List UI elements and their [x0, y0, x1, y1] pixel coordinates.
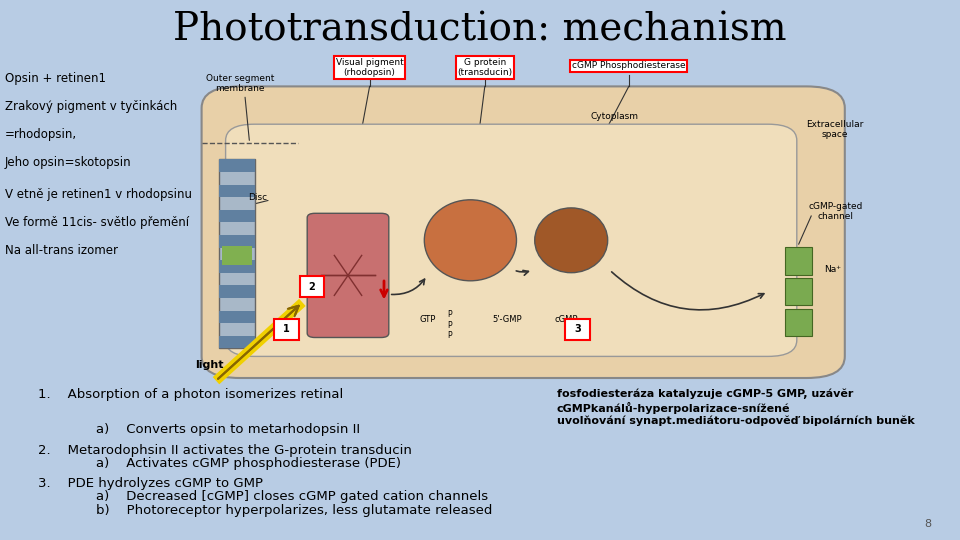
Text: Outer segment
membrane: Outer segment membrane: [205, 74, 275, 93]
Text: Na⁺: Na⁺: [824, 266, 841, 274]
Text: fosfodiesteráza katalyzuje cGMP-5 GMP, uzávěr: fosfodiesteráza katalyzuje cGMP-5 GMP, u…: [557, 389, 853, 400]
Text: Extracellular
space: Extracellular space: [806, 120, 864, 139]
Text: 1.    Absorption of a photon isomerizes retinal: 1. Absorption of a photon isomerizes ret…: [38, 388, 344, 401]
Text: V etně je retinen1 v rhodopsinu: V etně je retinen1 v rhodopsinu: [5, 188, 192, 201]
Text: cGMPkanálů-hyperpolarizace-snížené: cGMPkanálů-hyperpolarizace-snížené: [557, 402, 790, 414]
Bar: [785, 247, 812, 275]
Bar: [785, 308, 812, 336]
Bar: [300, 276, 324, 297]
FancyBboxPatch shape: [226, 124, 797, 356]
Bar: [219, 285, 255, 298]
Text: P
P
P: P P P: [447, 310, 451, 340]
Text: b)    Photoreceptor hyperpolarizes, less glutamate released: b) Photoreceptor hyperpolarizes, less gl…: [96, 504, 492, 517]
Text: 8: 8: [924, 519, 931, 529]
Text: 1: 1: [282, 325, 290, 334]
Text: a)    Decreased [cGMP] closes cGMP gated cation channels: a) Decreased [cGMP] closes cGMP gated ca…: [96, 490, 488, 503]
Bar: [219, 235, 255, 247]
Text: light: light: [195, 360, 224, 369]
Text: Ve formě 11cis- světlo přemění: Ve formě 11cis- světlo přemění: [5, 216, 189, 229]
Text: cGMP Phosphodiesterase: cGMP Phosphodiesterase: [572, 62, 685, 70]
Bar: [219, 159, 255, 348]
Text: a)    Converts opsin to metarhodopsin II: a) Converts opsin to metarhodopsin II: [96, 423, 360, 436]
Text: Cytoplasm: Cytoplasm: [590, 112, 638, 120]
Bar: [219, 310, 255, 323]
Text: G protein
(transducin): G protein (transducin): [457, 58, 513, 77]
Text: 3: 3: [574, 325, 582, 334]
Text: 3.    PDE hydrolyzes cGMP to GMP: 3. PDE hydrolyzes cGMP to GMP: [38, 477, 263, 490]
Text: cGMP-gated
channel: cGMP-gated channel: [808, 202, 862, 221]
Text: Disc: Disc: [248, 193, 267, 201]
Text: a)    Activates cGMP phosphodiesterase (PDE): a) Activates cGMP phosphodiesterase (PDE…: [96, 457, 401, 470]
Bar: [219, 159, 255, 172]
Text: cGMP: cGMP: [555, 315, 578, 324]
Text: GTP: GTP: [419, 315, 436, 324]
Ellipse shape: [535, 208, 608, 273]
Text: =rhodopsin,: =rhodopsin,: [5, 128, 77, 141]
Bar: [219, 336, 255, 348]
Bar: [219, 185, 255, 197]
Bar: [222, 246, 252, 265]
Text: 5'-GMP: 5'-GMP: [492, 315, 521, 324]
Text: Opsin + retinen1: Opsin + retinen1: [5, 72, 106, 85]
Text: Phototransduction: mechanism: Phototransduction: mechanism: [173, 11, 787, 48]
Text: Zrakový pigment v tyčinkách: Zrakový pigment v tyčinkách: [5, 100, 177, 113]
Text: 2.    Metarodophsin II activates the G-protein transducin: 2. Metarodophsin II activates the G-prot…: [38, 444, 412, 457]
Bar: [785, 278, 812, 305]
Text: Na all-trans izomer: Na all-trans izomer: [5, 244, 118, 257]
Bar: [219, 260, 255, 273]
FancyBboxPatch shape: [202, 86, 845, 378]
Bar: [274, 319, 299, 340]
FancyBboxPatch shape: [307, 213, 389, 338]
Text: Jeho opsin=skotopsin: Jeho opsin=skotopsin: [5, 156, 132, 169]
Text: uvolňování synapt.mediátoru-odpověď bipolárních buněk: uvolňování synapt.mediátoru-odpověď bipo…: [557, 416, 915, 427]
Bar: [219, 210, 255, 222]
Text: 2: 2: [308, 282, 316, 292]
Bar: [565, 319, 590, 340]
Text: Visual pigment
(rhodopsin): Visual pigment (rhodopsin): [336, 58, 403, 77]
Ellipse shape: [424, 200, 516, 281]
